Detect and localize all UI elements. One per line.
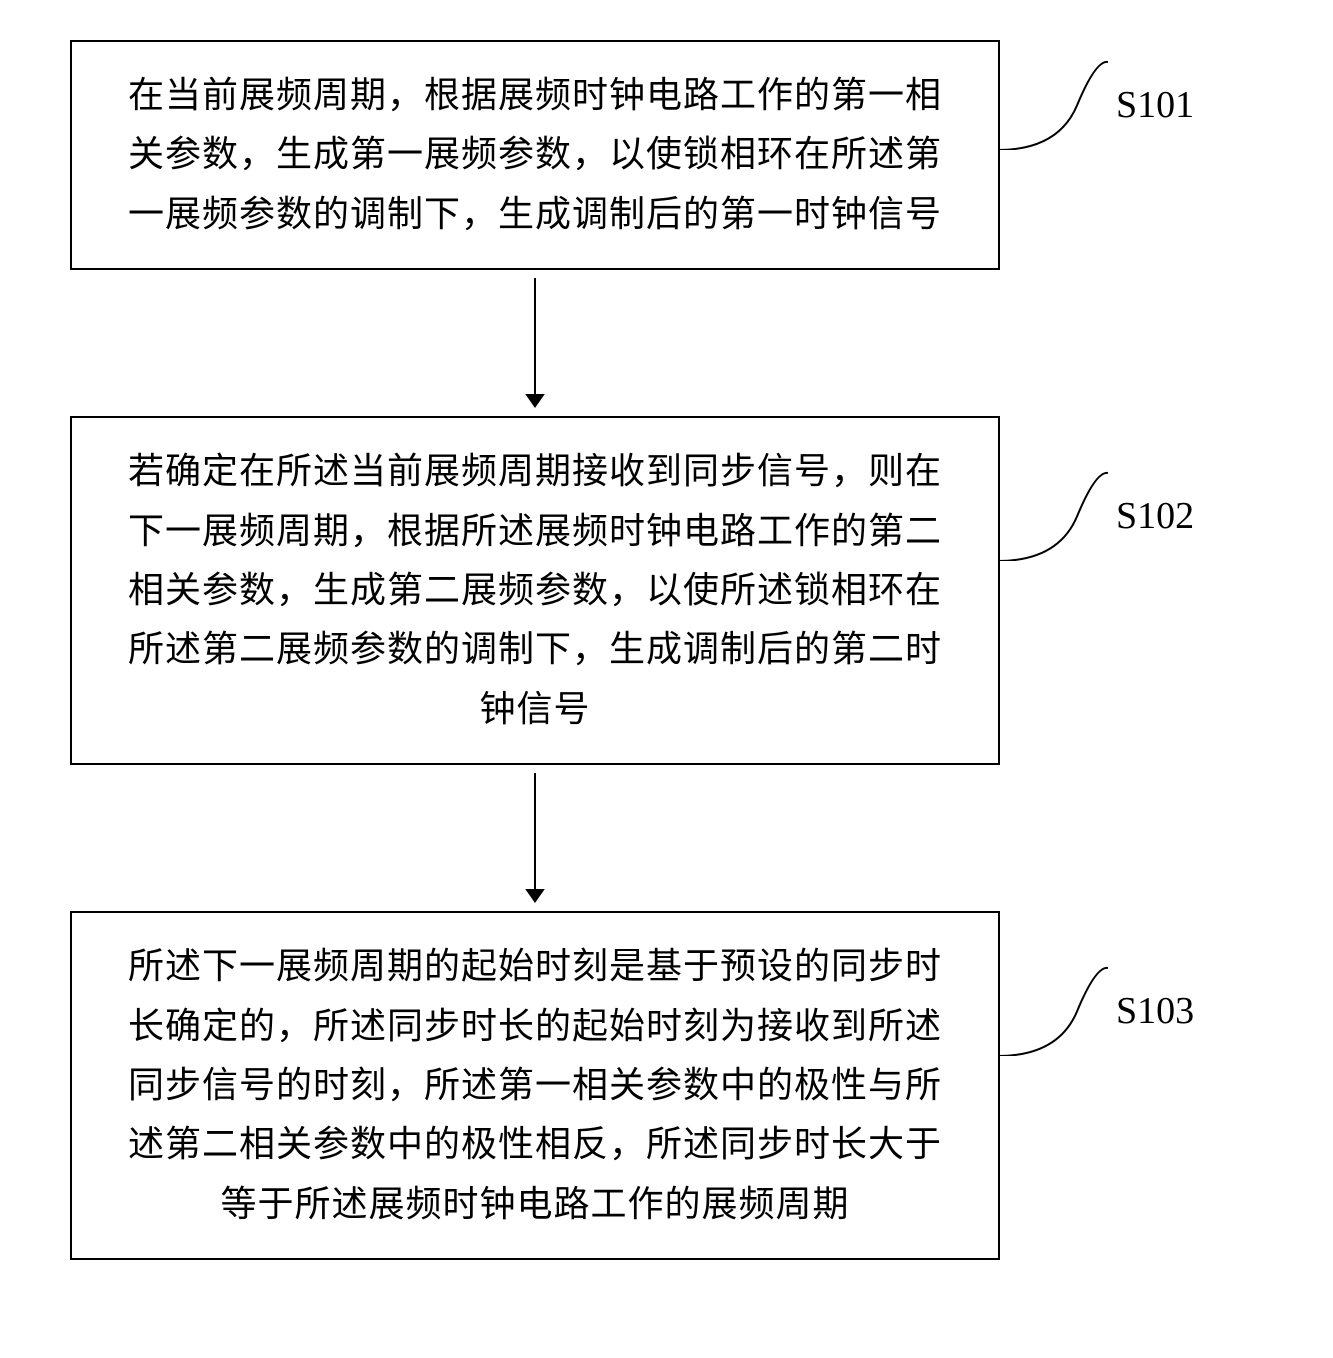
step-label-text: S101: [1116, 83, 1194, 127]
flow-step-s101: 在当前展频周期，根据展频时钟电路工作的第一相关参数，生成第一展频参数，以使锁相环…: [70, 40, 1000, 270]
flow-arrow: [70, 278, 1000, 408]
flow-arrow: [70, 773, 1000, 903]
flow-step-text: 若确定在所述当前展频周期接收到同步信号，则在下一展频周期，根据所述展频时钟电路工…: [112, 442, 958, 739]
flow-step-text: 在当前展频周期，根据展频时钟电路工作的第一相关参数，生成第一展频参数，以使锁相环…: [112, 66, 958, 244]
step-label-text: S102: [1116, 494, 1194, 538]
flow-step-s103: 所述下一展频周期的起始时刻是基于预设的同步时长确定的，所述同步时长的起始时刻为接…: [70, 911, 1000, 1260]
flow-step-text: 所述下一展频周期的起始时刻是基于预设的同步时长确定的，所述同步时长的起始时刻为接…: [112, 937, 958, 1234]
step-label-text: S103: [1116, 989, 1194, 1033]
flowchart-container: 在当前展频周期，根据展频时钟电路工作的第一相关参数，生成第一展频参数，以使锁相环…: [70, 40, 1270, 1260]
connector-curve-icon: [998, 60, 1108, 150]
step-label-s102: S102: [998, 471, 1270, 561]
arrow-down-icon: [515, 278, 555, 408]
step-label-s101: S101: [998, 60, 1270, 150]
connector-curve-icon: [998, 471, 1108, 561]
step-label-s103: S103: [998, 966, 1270, 1056]
connector-curve-icon: [998, 966, 1108, 1056]
flow-step-s102: 若确定在所述当前展频周期接收到同步信号，则在下一展频周期，根据所述展频时钟电路工…: [70, 416, 1000, 765]
arrow-down-icon: [515, 773, 555, 903]
